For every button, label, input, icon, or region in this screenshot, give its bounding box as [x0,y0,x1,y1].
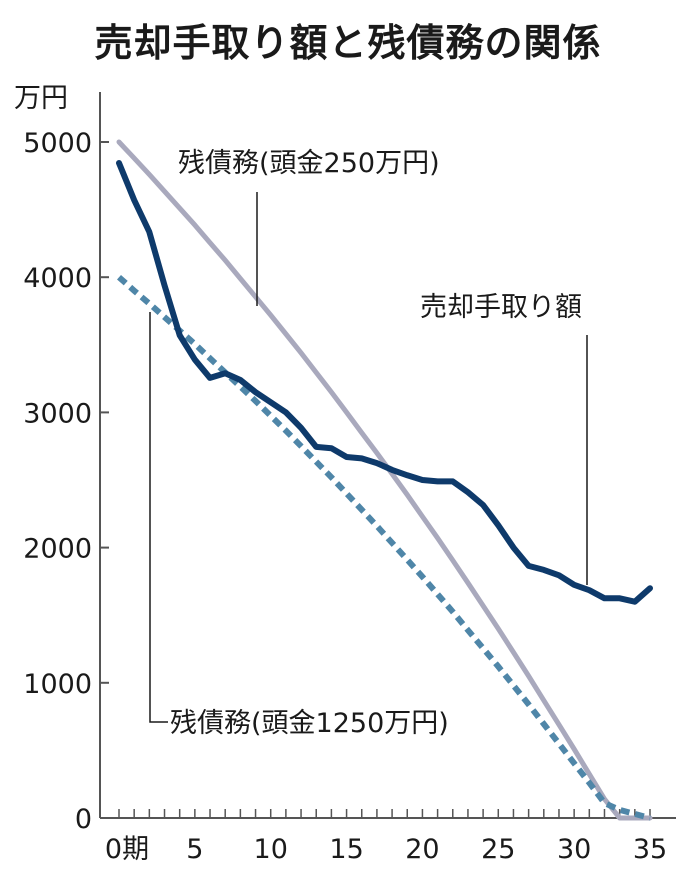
x-tick-label: 35 [633,834,667,865]
x-tick-label: 15 [329,834,363,865]
x-tick-label: 10 [254,834,288,865]
chart-title: 売却手取り額と残債務の関係 [94,21,602,65]
chart-series [116,139,653,821]
x-tick-label: 30 [557,834,591,865]
y-tick-label: 0 [75,804,92,835]
annotation-1250: 残債務(頭金1250万円) [170,708,449,739]
y-tick-label: 2000 [23,534,92,565]
annotation-250: 残債務(頭金250万円) [178,148,440,179]
y-tick-label: 3000 [23,398,92,429]
x-tick-label: 25 [481,834,515,865]
y-tick-label: 4000 [23,263,92,294]
series-line-0 [116,160,653,605]
leader-line-1250 [149,312,168,723]
chart-annotations: 残債務(頭金250万円) 売却手取り額 残債務(頭金1250万円) [149,148,588,739]
x-tick-label: 20 [405,834,439,865]
series-line-2 [117,274,651,821]
annotation-sale: 売却手取り額 [420,292,582,323]
y-tick-label: 5000 [23,128,92,159]
x-tick-label: 5 [186,834,203,865]
y-tick-label: 1000 [23,669,92,700]
chart-axes: 0 1000 2000 3000 4000 5000 0期 5 10 15 20 25 30 35 [23,92,676,865]
x-tick-label: 0期 [105,834,149,865]
y-axis-unit-label: 万円 [14,83,68,114]
